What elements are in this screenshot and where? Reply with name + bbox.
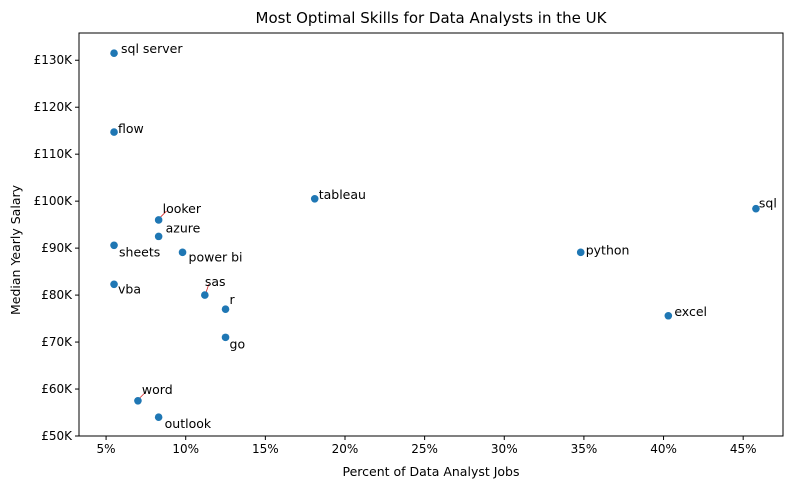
point-label: go xyxy=(230,336,246,351)
point-label: r xyxy=(230,292,236,307)
point-label: word xyxy=(142,382,173,397)
x-tick-label: 35% xyxy=(571,442,598,456)
x-axis-label: Percent of Data Analyst Jobs xyxy=(342,464,519,479)
y-tick-label: £70K xyxy=(41,335,73,349)
data-point xyxy=(310,195,319,203)
data-point xyxy=(110,49,118,57)
x-tick-label: 25% xyxy=(411,442,438,456)
x-tick-label: 45% xyxy=(730,442,757,456)
point-label: sql xyxy=(759,196,777,211)
data-point xyxy=(664,311,673,320)
x-tick-label: 30% xyxy=(491,442,518,456)
data-points xyxy=(110,49,760,422)
y-tick-label: £110K xyxy=(34,147,74,161)
point-label: outlook xyxy=(165,416,212,431)
point-label: python xyxy=(586,242,630,257)
data-point xyxy=(752,204,760,213)
point-label: vba xyxy=(118,281,141,296)
data-point xyxy=(154,232,163,241)
point-label: sas xyxy=(205,274,226,289)
data-point xyxy=(221,333,230,342)
point-labels: sql server flow tableau sql looker azure sheet… xyxy=(118,41,777,431)
x-tick-label: 40% xyxy=(650,442,677,456)
point-label: sheets xyxy=(119,244,160,259)
chart-title: Most Optimal Skills for Data Analysts in… xyxy=(256,9,608,27)
x-tick-label: 15% xyxy=(252,442,279,456)
point-label: excel xyxy=(674,304,707,319)
y-tick-label: £90K xyxy=(41,241,73,255)
data-point xyxy=(221,305,230,313)
data-point xyxy=(576,248,585,257)
point-label: looker xyxy=(163,201,202,216)
x-tick-label: 20% xyxy=(332,442,359,456)
leader-line xyxy=(205,283,210,294)
y-tick-label: £120K xyxy=(34,100,74,114)
data-point xyxy=(154,216,163,224)
x-tick-label: 5% xyxy=(97,442,116,456)
data-point xyxy=(110,280,118,289)
data-point xyxy=(178,248,187,257)
point-label: power bi xyxy=(189,249,243,264)
point-label: sql server xyxy=(121,41,183,56)
y-axis-label: Median Yearly Salary xyxy=(8,184,23,315)
y-tick-label: £130K xyxy=(34,53,74,67)
leader-line xyxy=(138,391,147,400)
leader-line xyxy=(159,210,167,219)
x-axis-ticks: 5% 10% 15% 20% 25% 30% 35% 40% 45% xyxy=(97,436,757,456)
y-tick-label: £50K xyxy=(41,429,73,443)
data-point xyxy=(134,396,142,405)
y-axis-ticks: £50K £60K £70K £80K £90K £100K £110K £120K £130K xyxy=(34,53,79,443)
y-tick-label: £60K xyxy=(41,382,73,396)
data-point xyxy=(110,241,118,250)
data-point xyxy=(110,128,118,136)
y-tick-label: £100K xyxy=(34,194,74,208)
point-label: flow xyxy=(118,121,144,136)
label-leader-lines xyxy=(138,210,210,400)
point-label: azure xyxy=(166,220,201,235)
point-label: tableau xyxy=(319,187,366,202)
data-point xyxy=(201,291,209,299)
plot-frame xyxy=(78,32,784,437)
x-tick-label: 10% xyxy=(172,442,199,456)
y-tick-label: £80K xyxy=(41,288,73,302)
data-point xyxy=(154,413,163,422)
